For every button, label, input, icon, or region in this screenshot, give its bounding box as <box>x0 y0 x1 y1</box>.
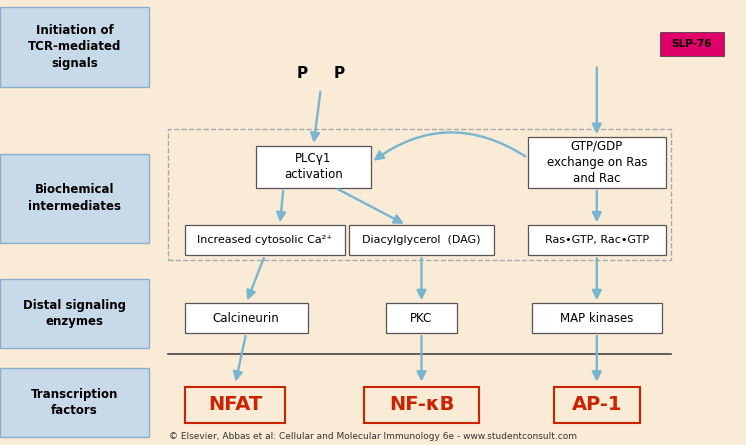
FancyBboxPatch shape <box>527 137 666 188</box>
FancyBboxPatch shape <box>185 387 286 423</box>
FancyBboxPatch shape <box>185 303 307 333</box>
FancyBboxPatch shape <box>0 154 149 243</box>
Text: Biochemical
intermediates: Biochemical intermediates <box>28 183 121 213</box>
Text: Calcineurin: Calcineurin <box>213 312 280 325</box>
Text: P: P <box>297 66 307 81</box>
FancyBboxPatch shape <box>363 387 479 423</box>
FancyBboxPatch shape <box>527 225 666 255</box>
FancyBboxPatch shape <box>554 387 640 423</box>
Text: © Elsevier, Abbas et al: Cellular and Molecular Immunology 6e - www.studentconsu: © Elsevier, Abbas et al: Cellular and Mo… <box>169 433 577 441</box>
Text: Diacylglycerol  (DAG): Diacylglycerol (DAG) <box>363 235 480 245</box>
FancyBboxPatch shape <box>0 279 149 348</box>
FancyBboxPatch shape <box>185 225 345 255</box>
Text: NFAT: NFAT <box>208 396 262 414</box>
Text: Transcription
factors: Transcription factors <box>31 388 119 417</box>
Text: AP-1: AP-1 <box>571 396 622 414</box>
Text: P: P <box>334 66 345 81</box>
Text: GTP/GDP
exchange on Ras
and Rac: GTP/GDP exchange on Ras and Rac <box>547 140 647 185</box>
Text: MAP kinases: MAP kinases <box>560 312 633 325</box>
Text: SLP-76: SLP-76 <box>671 39 712 49</box>
FancyBboxPatch shape <box>348 225 494 255</box>
FancyBboxPatch shape <box>255 146 371 188</box>
Text: Distal signaling
enzymes: Distal signaling enzymes <box>23 299 126 328</box>
FancyBboxPatch shape <box>386 303 457 333</box>
FancyBboxPatch shape <box>0 368 149 437</box>
Text: Increased cytosolic Ca²⁺: Increased cytosolic Ca²⁺ <box>197 235 333 245</box>
FancyBboxPatch shape <box>660 32 724 56</box>
Text: PLCγ1
activation: PLCγ1 activation <box>284 152 342 182</box>
Text: Ras•GTP, Rac•GTP: Ras•GTP, Rac•GTP <box>545 235 649 245</box>
Text: PKC: PKC <box>410 312 433 325</box>
FancyBboxPatch shape <box>531 303 662 333</box>
FancyBboxPatch shape <box>0 7 149 87</box>
Text: Initiation of
TCR-mediated
signals: Initiation of TCR-mediated signals <box>28 24 122 70</box>
Text: NF-κB: NF-κB <box>389 396 454 414</box>
